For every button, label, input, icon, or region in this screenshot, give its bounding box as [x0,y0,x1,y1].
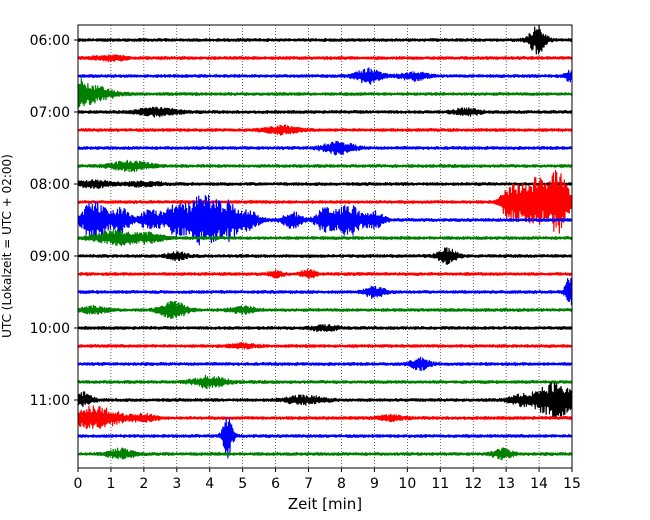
x-tick-label: 6 [271,476,280,492]
x-tick-label: 3 [172,476,181,492]
y-tick-label: 06:00 [30,33,70,49]
x-tick-label: 1 [106,476,115,492]
trace-0600 [77,24,573,55]
x-tick-label: 11 [431,476,449,492]
trace-0800 [77,179,573,190]
x-tick-label: 4 [205,476,214,492]
x-tick-label: 0 [74,476,83,492]
x-tick-label: 2 [139,476,148,492]
trace-1045 [77,374,573,390]
x-tick-label: 13 [497,476,515,492]
trace-1000 [77,323,573,332]
trace-1030 [77,356,573,372]
x-tick-label: 9 [370,476,379,492]
x-tick-label: 5 [238,476,247,492]
trace-0815 [77,170,573,234]
trace-1100 [77,381,573,420]
trace-1015 [77,342,573,350]
y-tick-label: 07:00 [30,105,70,121]
x-axis-title: Zeit [min] [288,495,362,513]
y-tick-label: 08:00 [30,177,70,193]
x-tick-label: 12 [464,476,482,492]
trace-0630 [77,67,573,85]
x-tick-label: 8 [337,476,346,492]
plot-frame [77,24,573,469]
y-tick-label: 09:00 [30,249,70,265]
trace-0945 [77,300,573,319]
trace-1115 [77,405,573,430]
trace-0830 [77,194,573,246]
trace-0700 [77,106,573,118]
y-tick-label: 10:00 [30,321,70,337]
x-tick-label: 10 [398,476,416,492]
trace-1145 [77,447,573,461]
x-axis: 0 1 2 3 4 5 6 7 8 9 10 11 12 13 14 15 [74,468,581,492]
trace-0615 [77,54,573,63]
trace-0915 [77,268,573,280]
y-tick-label: 11:00 [30,393,70,409]
trace-0845 [77,229,573,247]
x-tick-label: 15 [563,476,581,492]
y-axis-title: UTC (Lokalzeit = UTC + 02:00) [0,154,14,338]
trace-0730 [77,140,573,156]
trace-1130 [77,417,573,459]
trace-0745 [77,159,573,173]
trace-0645 [77,78,573,109]
trace-0930 [77,277,573,306]
y-axis: 06:00 07:00 08:00 09:00 10:00 11:00 [30,33,78,409]
seismic-traces [77,24,573,461]
trace-0900 [77,247,573,265]
x-tick-label: 7 [304,476,313,492]
x-tick-label: 14 [530,476,548,492]
trace-0715 [77,124,573,136]
